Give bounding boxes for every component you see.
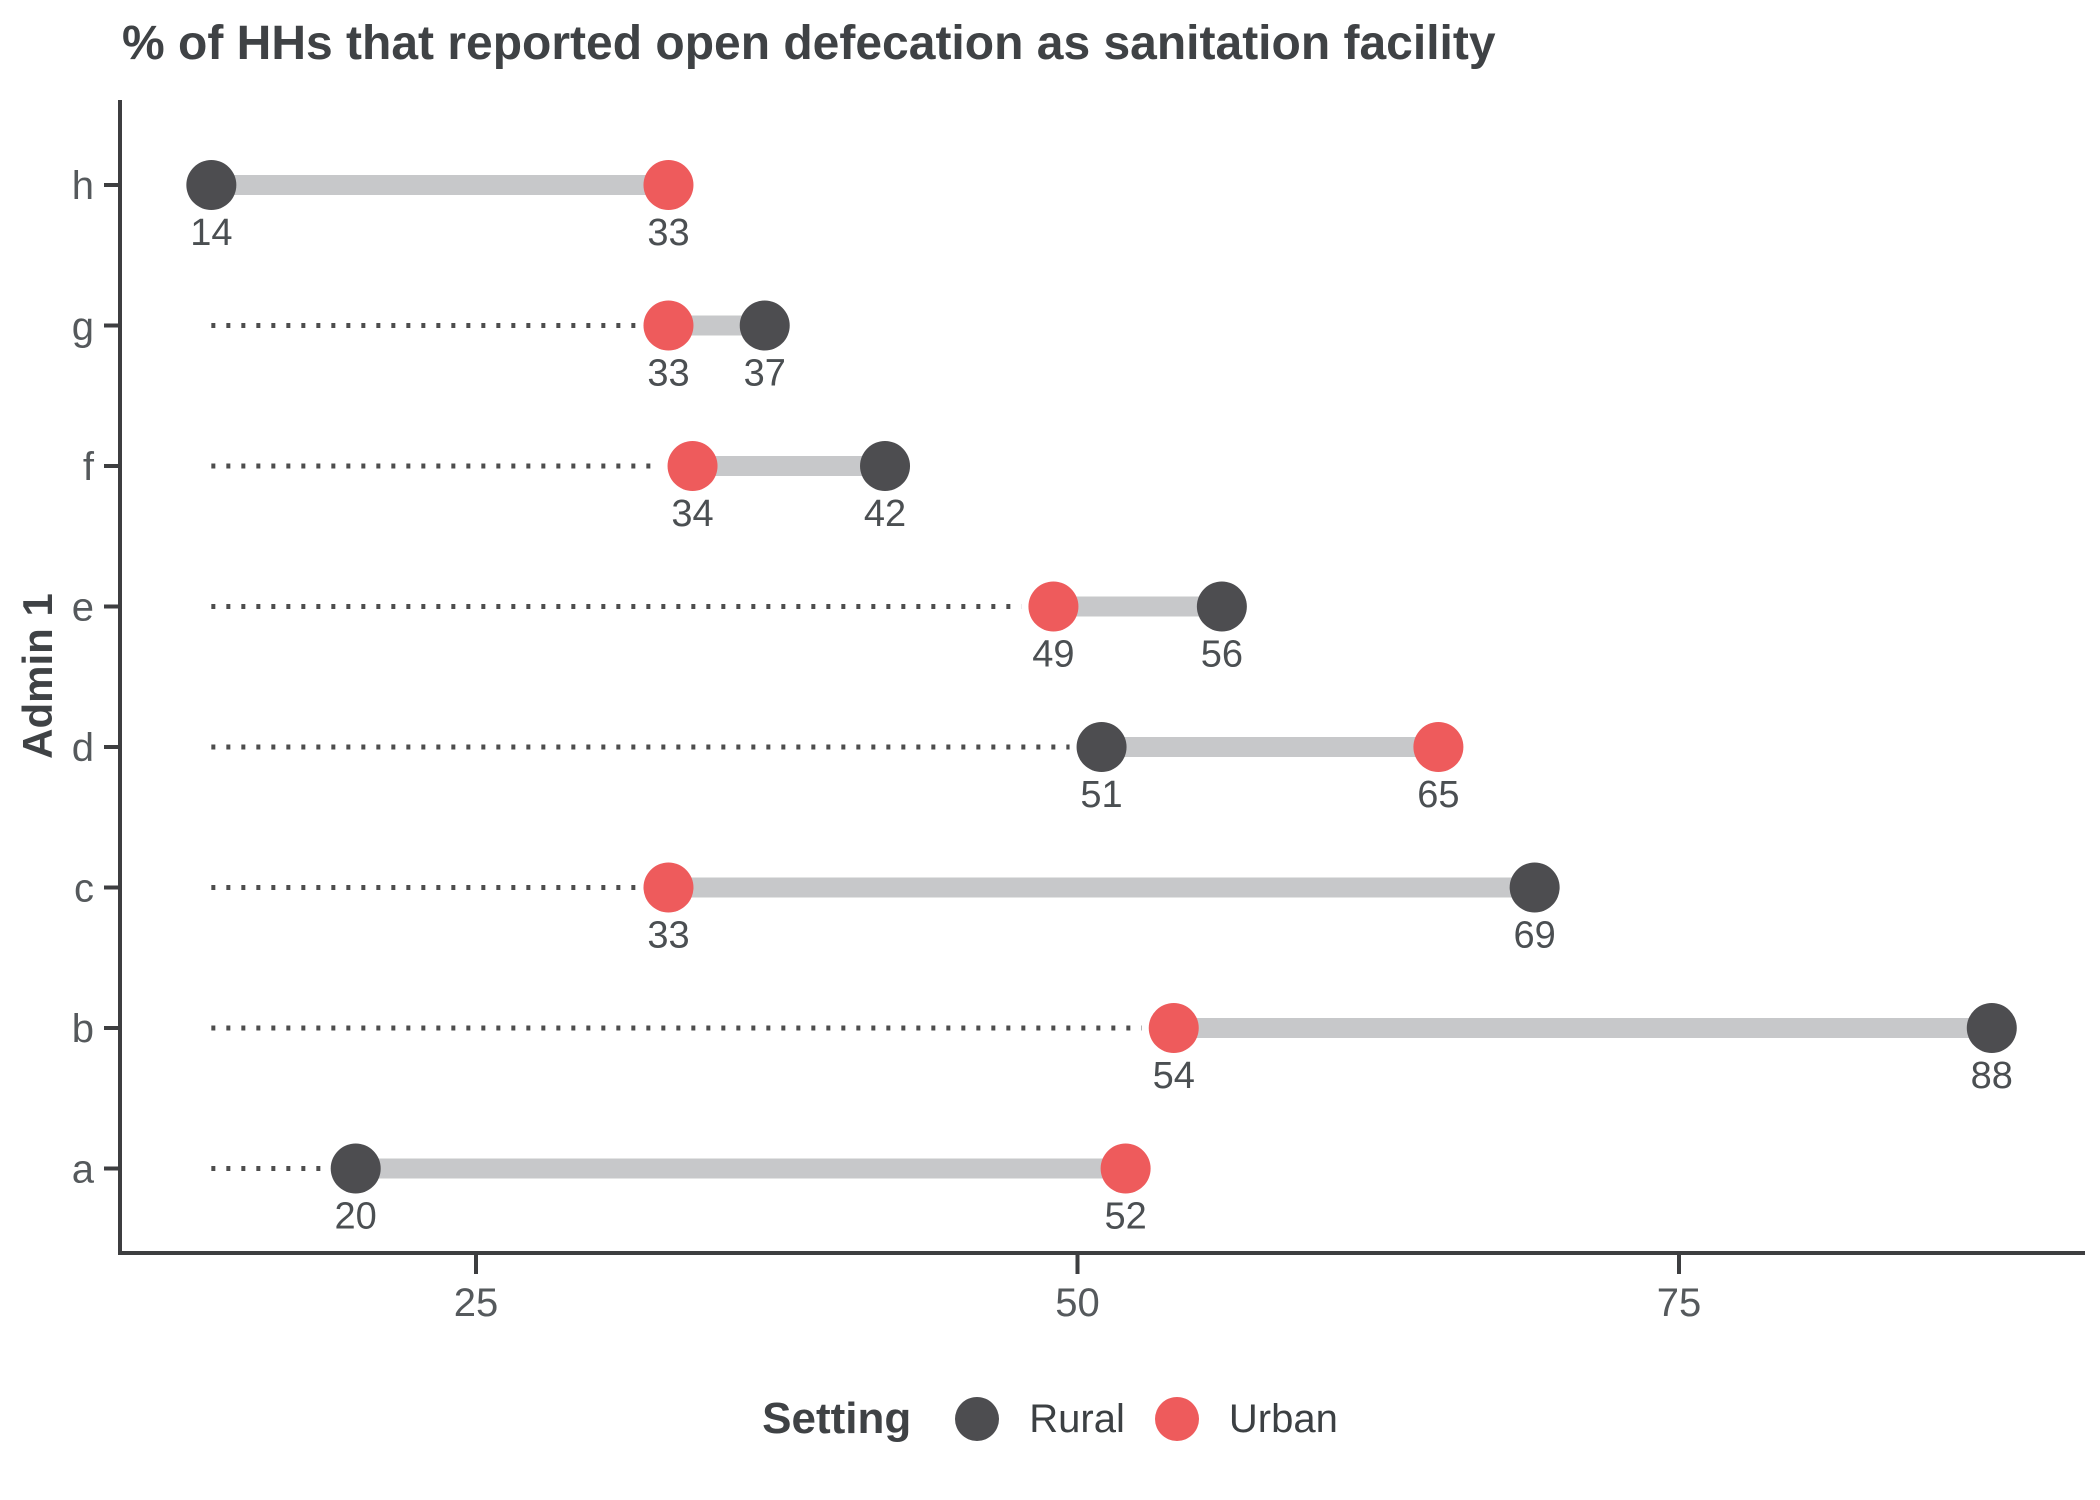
dot-urban <box>1148 1003 1199 1053</box>
value-label-rural: 42 <box>864 493 906 535</box>
dumbbell-band <box>692 456 886 476</box>
dot-rural <box>860 441 911 491</box>
value-label-urban: 54 <box>1153 1055 1195 1097</box>
legend-label-urban: Urban <box>1228 1396 1338 1441</box>
legend-label-rural: Rural <box>1029 1396 1125 1441</box>
dot-urban <box>643 160 694 210</box>
value-label-urban: 33 <box>647 353 689 395</box>
dot-urban <box>643 300 694 351</box>
row-label: b <box>72 1007 94 1051</box>
dumbbell-band <box>1173 1018 1992 1038</box>
dot-urban <box>1413 722 1464 772</box>
value-label-rural: 88 <box>1971 1055 2013 1097</box>
value-label-urban: 34 <box>671 493 713 535</box>
dot-urban <box>643 862 694 913</box>
value-label-rural: 56 <box>1201 634 1243 676</box>
value-label-rural: 37 <box>744 353 786 395</box>
value-label-rural: 69 <box>1513 915 1555 957</box>
value-label-urban: 33 <box>647 212 689 254</box>
legend-title: Setting <box>762 1394 912 1443</box>
dumbbell-band <box>355 1158 1126 1179</box>
x-tick-label: 50 <box>1055 1281 1100 1325</box>
dot-urban <box>1100 1143 1151 1194</box>
dot-rural <box>186 160 237 210</box>
row-label: f <box>83 445 95 489</box>
y-axis-title: Admin 1 <box>14 593 61 759</box>
dot-rural <box>1196 581 1247 632</box>
dumbbell-band <box>211 175 669 195</box>
dot-urban <box>1028 581 1079 632</box>
value-label-urban: 52 <box>1104 1196 1146 1238</box>
value-label-rural: 51 <box>1080 774 1122 816</box>
plot-area: 25 50 75 h 14 33 g 37 33 f 42 34 e 56 49 d 51 65 c 69 33 b 88 5… <box>72 100 2085 1325</box>
x-tick-label: 25 <box>454 1281 499 1325</box>
dot-rural <box>1509 862 1560 913</box>
legend-swatch-rural <box>955 1397 1000 1441</box>
legend-swatch-urban <box>1154 1397 1199 1441</box>
dot-rural <box>330 1143 381 1194</box>
dumbbell-band <box>1101 737 1439 757</box>
value-label-rural: 20 <box>335 1196 377 1238</box>
dumbbell-band <box>668 877 1535 898</box>
row-label: e <box>72 586 94 630</box>
row-label: d <box>72 726 94 770</box>
dot-rural <box>739 300 790 351</box>
value-label-urban: 65 <box>1417 774 1459 816</box>
chart-title: % of HHs that reported open defecation a… <box>122 17 1496 70</box>
row-label: a <box>72 1148 95 1192</box>
row-label: c <box>74 867 94 911</box>
value-label-rural: 14 <box>190 212 232 254</box>
value-label-urban: 33 <box>647 915 689 957</box>
dumbbell-band <box>1053 596 1222 617</box>
row-label: g <box>72 305 94 349</box>
x-tick-label: 75 <box>1657 1281 1702 1325</box>
row-label: h <box>72 164 94 208</box>
dot-rural <box>1076 722 1127 772</box>
legend: Setting Rural Urban <box>0 1384 2100 1454</box>
value-label-urban: 49 <box>1032 634 1074 676</box>
dot-rural <box>1966 1003 2017 1053</box>
dot-urban <box>667 441 718 491</box>
